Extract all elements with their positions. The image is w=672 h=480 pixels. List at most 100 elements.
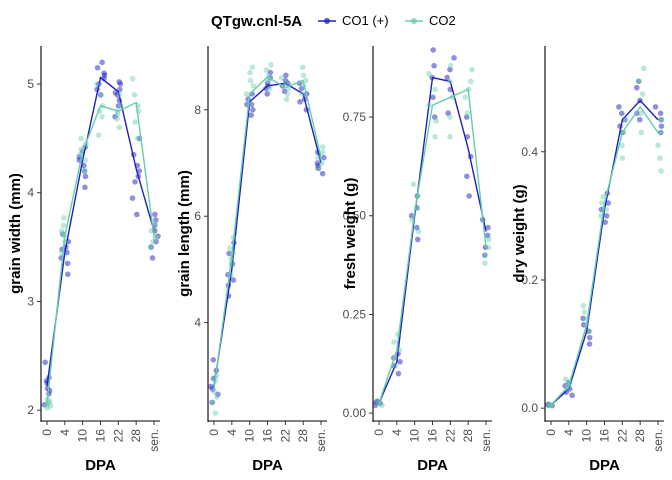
data-point [481, 252, 488, 259]
data-point [315, 154, 321, 161]
x-tick-label: 0 [372, 429, 386, 436]
series-1 [41, 59, 161, 408]
x-tick-label: sen. [147, 429, 161, 452]
data-point [247, 77, 254, 84]
data-point [464, 173, 470, 180]
data-point [116, 124, 123, 131]
data-point [268, 61, 274, 68]
data-point [636, 116, 643, 123]
data-point [152, 220, 158, 226]
data-point [81, 168, 88, 174]
data-point [467, 78, 474, 85]
x-tick-label: 0 [207, 429, 221, 436]
data-point [408, 212, 415, 219]
legend: QTgw.cnl-5A CO1 (+) CO2 [211, 13, 456, 30]
data-point [603, 213, 610, 219]
x-tick-label: 28 [296, 429, 310, 443]
data-point [60, 222, 67, 229]
data-point [149, 255, 156, 261]
legend-title: QTgw.cnl-5A [211, 13, 302, 30]
data-point [278, 75, 285, 81]
data-point [616, 104, 622, 110]
y-tick-label: 0.00 [343, 406, 367, 420]
data-point [315, 162, 321, 169]
data-point [410, 181, 417, 187]
data-point [263, 67, 270, 73]
data-point [447, 78, 453, 85]
data-point [392, 362, 399, 369]
data-point [319, 144, 326, 150]
data-point [153, 217, 159, 223]
data-point [447, 62, 454, 69]
data-point [81, 168, 88, 174]
data-point [99, 59, 105, 66]
series-mean-line [550, 99, 659, 406]
data-point [209, 399, 215, 406]
x-tick-label: 10 [76, 429, 90, 443]
data-point [264, 91, 271, 97]
data-point [82, 157, 89, 163]
data-point [148, 244, 154, 250]
x-tick-label: 4 [562, 429, 576, 436]
data-point [129, 195, 136, 201]
x-tick-label: 22 [278, 429, 292, 443]
data-point [580, 302, 587, 309]
data-point [214, 394, 220, 400]
data-point [564, 386, 570, 392]
y-tick-label: 8 [194, 103, 201, 117]
data-point [599, 200, 605, 206]
data-point [150, 238, 156, 245]
data-point [484, 232, 491, 239]
data-point [283, 72, 289, 79]
data-point [464, 110, 471, 116]
data-point [134, 211, 140, 218]
data-point [153, 238, 159, 245]
data-point [297, 99, 303, 105]
legend-key-point [324, 18, 330, 24]
data-point [283, 96, 290, 102]
x-tick-label: 10 [408, 429, 422, 443]
data-point [652, 104, 659, 110]
data-point [243, 91, 250, 97]
data-point [618, 110, 625, 117]
data-point [95, 132, 102, 138]
data-point [562, 376, 569, 383]
data-point [657, 129, 664, 136]
data-point [586, 328, 593, 335]
y-axis-title: fresh weight (g) [342, 178, 359, 290]
data-point [432, 86, 438, 93]
series-1 [372, 47, 491, 409]
data-point [115, 102, 122, 109]
series-mean-line [46, 76, 155, 387]
data-point [319, 170, 326, 177]
data-point [391, 339, 397, 345]
data-point [433, 118, 439, 124]
data-point [114, 111, 121, 118]
data-point [209, 399, 216, 406]
y-axis-title: dry weight (g) [511, 184, 528, 282]
data-point [299, 64, 306, 71]
data-point [447, 66, 453, 73]
data-point [619, 155, 626, 161]
data-point [99, 113, 105, 120]
data-point [396, 347, 403, 353]
data-point [580, 315, 586, 322]
data-point [319, 160, 325, 166]
data-point [431, 62, 437, 69]
data-point [211, 388, 218, 395]
x-tick-label: 28 [461, 429, 475, 443]
x-tick-label: 16 [426, 429, 440, 443]
y-tick-label: 4 [194, 316, 201, 330]
data-point [466, 193, 472, 199]
y-axis-title: grain width (mm) [7, 173, 24, 294]
data-point [316, 165, 322, 172]
data-point [379, 402, 385, 409]
data-point [267, 69, 274, 76]
x-tick-label: 0 [40, 429, 54, 436]
data-point [250, 83, 257, 89]
data-point [97, 92, 104, 98]
legend-item-2: CO2 [405, 13, 456, 28]
data-point [602, 219, 608, 226]
data-point [116, 92, 123, 98]
